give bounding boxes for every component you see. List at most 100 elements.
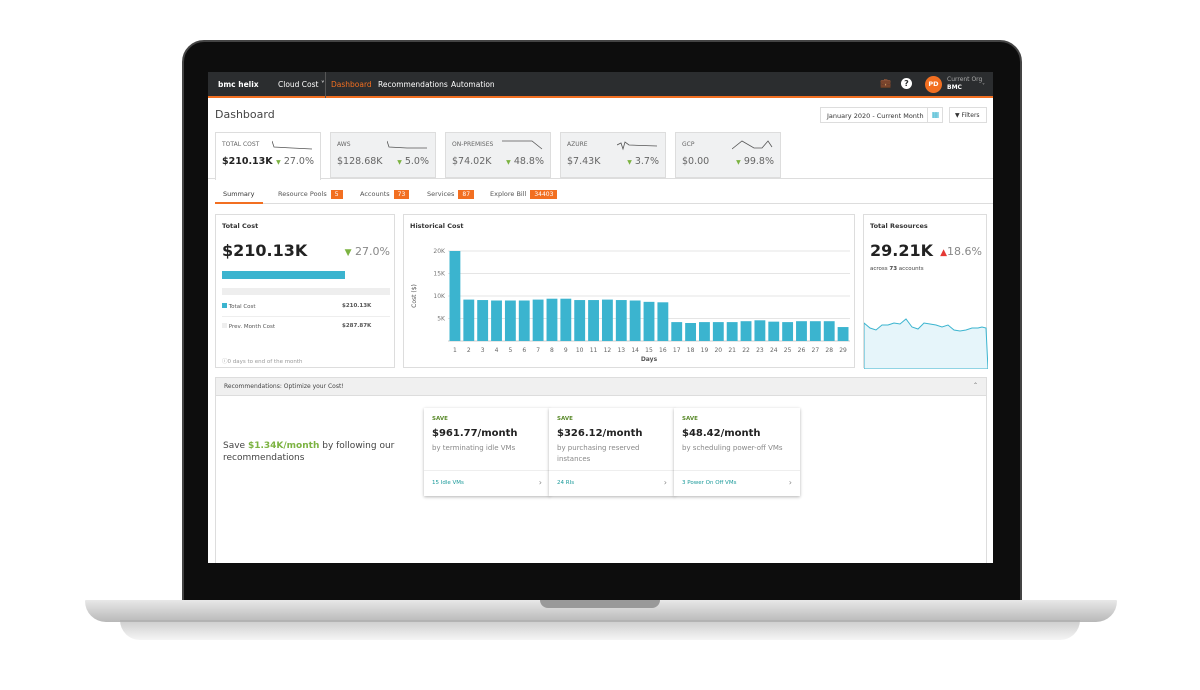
tab-services[interactable]: Services 87 [427, 190, 475, 199]
y-axis-label: Cost ($) [411, 284, 418, 308]
tab-label: Resource Pools [278, 190, 327, 198]
tab-label: Services [427, 190, 455, 198]
prev-month-bar [222, 288, 390, 295]
panel-title: Total Resources [870, 222, 928, 230]
kpi-label: TOTAL COST [222, 141, 260, 148]
kpi-card-total-cost[interactable]: TOTAL COST $210.13K ▼ 27.0% [215, 132, 321, 180]
kpi-value: $74.02K [452, 156, 492, 167]
logo: bmc helix [218, 80, 259, 89]
x-tick-label: 22 [742, 347, 750, 354]
savings-description: by scheduling power-off VMs [682, 444, 783, 452]
kpi-card-gcp[interactable]: GCP $0.00 ▼ 99.8% [675, 132, 781, 178]
tab-summary[interactable]: Summary [223, 190, 254, 198]
bar [546, 298, 558, 341]
x-tick-label: 8 [550, 347, 554, 354]
nav-automation[interactable]: Automation [451, 80, 495, 89]
calendar-icon[interactable]: ▦ [927, 108, 943, 122]
avatar[interactable]: PD [925, 76, 942, 93]
kpi-change: ▼ 3.7% [627, 156, 659, 167]
y-tick-label: 5K [437, 316, 446, 323]
recommendation-card: SAVE $961.77/month by terminating idle VMs… [424, 408, 550, 496]
collapse-icon[interactable]: ⌃ [972, 382, 978, 389]
bar [671, 322, 683, 341]
laptop-notch [540, 600, 660, 608]
kpi-value: $128.68K [337, 156, 383, 167]
bar [754, 320, 766, 341]
filters-label: Filters [961, 112, 980, 119]
briefcase-icon[interactable]: 💼 [880, 79, 892, 89]
kpi-sparkline [502, 140, 543, 150]
kpi-sparkline [387, 140, 427, 149]
bar [657, 302, 669, 341]
total-cost-panel: Total Cost $210.13K ▼ 27.0% Total Cost $2… [215, 214, 395, 368]
bar [560, 298, 572, 341]
app-screen: bmc helix Cloud Cost ˅ Dashboard Recomme… [208, 72, 993, 563]
kpi-label: GCP [682, 141, 695, 148]
page-title: Dashboard [215, 108, 275, 121]
link-label: 24 RIs [557, 480, 575, 486]
x-tick-label: 19 [701, 347, 709, 354]
bar [726, 322, 738, 341]
org-label: Current Org [947, 76, 983, 83]
kpi-card-on-premises[interactable]: ON-PREMISES $74.02K ▼ 48.8% [445, 132, 551, 178]
bar [699, 322, 710, 341]
bar [837, 327, 849, 341]
x-tick-label: 13 [617, 347, 625, 354]
x-tick-label: 7 [536, 347, 540, 354]
laptop-shadow [120, 620, 1080, 640]
date-range-picker[interactable]: January 2020 - Current Month ▦ [820, 107, 943, 123]
product-switcher[interactable]: Cloud Cost ˅ [278, 80, 325, 89]
tab-accounts[interactable]: Accounts 73 [360, 190, 410, 199]
bar [518, 300, 530, 341]
total-cost-bar [222, 271, 345, 279]
total-resources-panel: Total Resources 29.21K ▲18.6% across 73 … [863, 214, 988, 369]
savings-amount: $961.77/month [432, 428, 518, 439]
kpi-value: $210.13K [222, 156, 273, 167]
x-tick-label: 15 [645, 347, 653, 354]
x-tick-label: 27 [812, 347, 820, 354]
bar [685, 323, 697, 341]
x-tick-label: 3 [481, 347, 485, 354]
kpi-card-aws[interactable]: AWS $128.68K ▼ 5.0% [330, 132, 436, 178]
x-tick-label: 28 [825, 347, 833, 354]
bar [629, 300, 641, 341]
bar [574, 300, 586, 341]
recommendations-header[interactable]: Recommendations: Optimize your Cost! ⌃ [216, 378, 986, 396]
down-arrow-icon: ▼ [344, 248, 352, 258]
nav-recommendations[interactable]: Recommendations [378, 80, 448, 89]
x-tick-label: 11 [590, 347, 598, 354]
nav-dashboard[interactable]: Dashboard [331, 80, 372, 89]
kpi-sparkline [732, 140, 773, 150]
savings-description: by terminating idle VMs [432, 444, 516, 452]
org-name[interactable]: BMC [947, 84, 962, 91]
tab-badge: 5 [330, 190, 343, 199]
recommendation-link[interactable]: 15 Idle VMs › [424, 470, 550, 496]
x-tick-label: 29 [839, 347, 847, 354]
bar [532, 299, 544, 341]
save-tag: SAVE [432, 416, 448, 422]
down-arrow-icon: ▼ [397, 159, 402, 166]
legend-total: Total Cost $210.13K [222, 303, 390, 310]
kpi-change: ▼ 99.8% [736, 156, 774, 167]
tab-explore-bill[interactable]: Explore Bill 34403 [490, 190, 558, 199]
recommendation-link[interactable]: 24 RIs › [549, 470, 675, 496]
divider [215, 203, 993, 204]
chevron-right-icon: › [538, 478, 542, 487]
x-tick-label: 9 [564, 347, 568, 354]
down-arrow-icon: ▼ [276, 159, 281, 166]
chevron-down-icon[interactable]: ˅ [982, 83, 985, 90]
bar [740, 321, 752, 341]
savings-description: by purchasing reserved instances [557, 444, 640, 463]
recommendation-link[interactable]: 3 Power On Off VMs › [674, 470, 800, 496]
tab-resource-pools[interactable]: Resource Pools 5 [278, 190, 343, 199]
down-arrow-icon: ▼ [736, 159, 741, 166]
filters-button[interactable]: ▼ Filters [949, 107, 987, 123]
tab-label: Summary [223, 190, 255, 198]
x-tick-label: 20 [714, 347, 722, 354]
kpi-card-azure[interactable]: AZURE $7.43K ▼ 3.7% [560, 132, 666, 178]
historical-cost-panel: Historical Cost 5K 10K 15K 20K 1 2 3 4 5 6 7 8 9 10 11… [403, 214, 855, 368]
help-icon[interactable]: ? [901, 78, 912, 89]
bar [782, 322, 794, 341]
resources-sparkline [864, 318, 988, 369]
